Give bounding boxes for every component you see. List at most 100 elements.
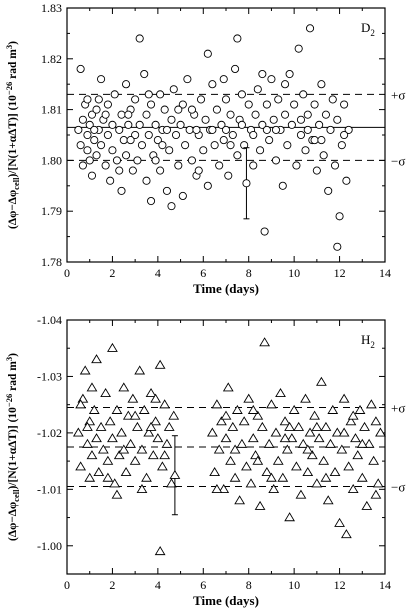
data-point (340, 100, 349, 109)
data-point (208, 125, 217, 134)
data-point (245, 478, 257, 488)
data-point (237, 90, 246, 99)
data-point (134, 365, 146, 375)
data-point (372, 478, 384, 488)
data-point (103, 100, 112, 109)
data-point (216, 416, 227, 426)
data-point (91, 354, 102, 364)
y-tick-label: 1.80 (41, 153, 62, 167)
data-point (225, 455, 236, 465)
data-point (86, 382, 98, 392)
data-point (340, 130, 349, 140)
data-point (156, 166, 165, 175)
data-point (208, 80, 217, 89)
x-tick-label: 2 (109, 266, 115, 280)
data-point (110, 90, 119, 99)
data-point (120, 467, 132, 477)
data-point (258, 69, 267, 79)
data-point (75, 461, 87, 471)
data-point (217, 120, 226, 129)
x-tick-label: 10 (288, 266, 300, 280)
data-point (244, 100, 253, 109)
data-point (75, 399, 87, 409)
data-point (115, 166, 124, 175)
data-point (107, 433, 118, 443)
data-point (243, 393, 255, 403)
data-point (247, 433, 259, 443)
data-point (336, 444, 348, 454)
data-point (262, 125, 271, 134)
data-point (329, 467, 341, 477)
data-point (231, 64, 240, 74)
data-point (210, 141, 219, 150)
data-point (263, 438, 275, 448)
data-point (224, 171, 233, 180)
panel-label-sub: 2 (370, 28, 375, 38)
data-point (229, 444, 241, 454)
data-point (247, 404, 259, 414)
data-point (201, 115, 210, 124)
data-point (222, 382, 234, 392)
data-point (124, 110, 133, 119)
panel-label-sub: 2 (370, 340, 375, 350)
data-point (262, 100, 271, 109)
x-tick-label: 8 (246, 578, 252, 592)
data-point (161, 438, 173, 448)
data-point (122, 80, 131, 89)
data-point (370, 489, 382, 499)
x-tick-label: 12 (334, 266, 346, 280)
data-point (174, 105, 183, 114)
data-point (115, 125, 124, 134)
data-point (118, 382, 130, 392)
data-point (316, 376, 327, 386)
data-point (82, 438, 93, 448)
y-axis-title-part: (Δφ−Δφ (7, 502, 19, 541)
data-point (274, 95, 283, 104)
data-point (84, 472, 96, 482)
data-point (124, 120, 133, 129)
data-point (117, 110, 126, 119)
data-point (150, 416, 161, 426)
data-point (287, 120, 296, 129)
data-point (281, 444, 293, 454)
data-point (209, 467, 221, 477)
y-axis-title-sup: 3 (4, 45, 14, 49)
data-point (321, 110, 330, 119)
data-point (87, 171, 97, 180)
data-point (356, 438, 368, 448)
data-point (299, 90, 308, 99)
data-point (221, 125, 231, 134)
data-point (143, 427, 155, 437)
data-point (122, 151, 131, 160)
data-point (138, 404, 150, 414)
data-point (218, 483, 230, 493)
data-point (159, 450, 171, 460)
data-point (111, 404, 123, 414)
y-axis-title-sub: cell (11, 489, 21, 502)
data-point (279, 416, 291, 426)
data-point (281, 80, 290, 89)
data-point (174, 161, 183, 170)
data-point (93, 467, 105, 477)
data-point (183, 75, 192, 84)
data-point (146, 196, 156, 206)
data-point (102, 472, 114, 482)
y-tick-label: 1.82 (41, 52, 62, 66)
data-point (327, 404, 339, 414)
data-point (219, 136, 228, 145)
data-point (261, 467, 273, 477)
data-point (337, 141, 346, 150)
data-point (122, 410, 134, 420)
data-point (302, 467, 314, 477)
data-point (356, 472, 368, 482)
data-point (185, 125, 194, 134)
data-point (293, 421, 305, 431)
data-point (136, 483, 148, 493)
data-point (178, 191, 187, 201)
data-point (251, 110, 260, 119)
data-point (281, 110, 290, 119)
data-point (240, 141, 249, 150)
data-point (325, 438, 336, 448)
data-point (109, 478, 121, 488)
data-point (147, 450, 159, 460)
